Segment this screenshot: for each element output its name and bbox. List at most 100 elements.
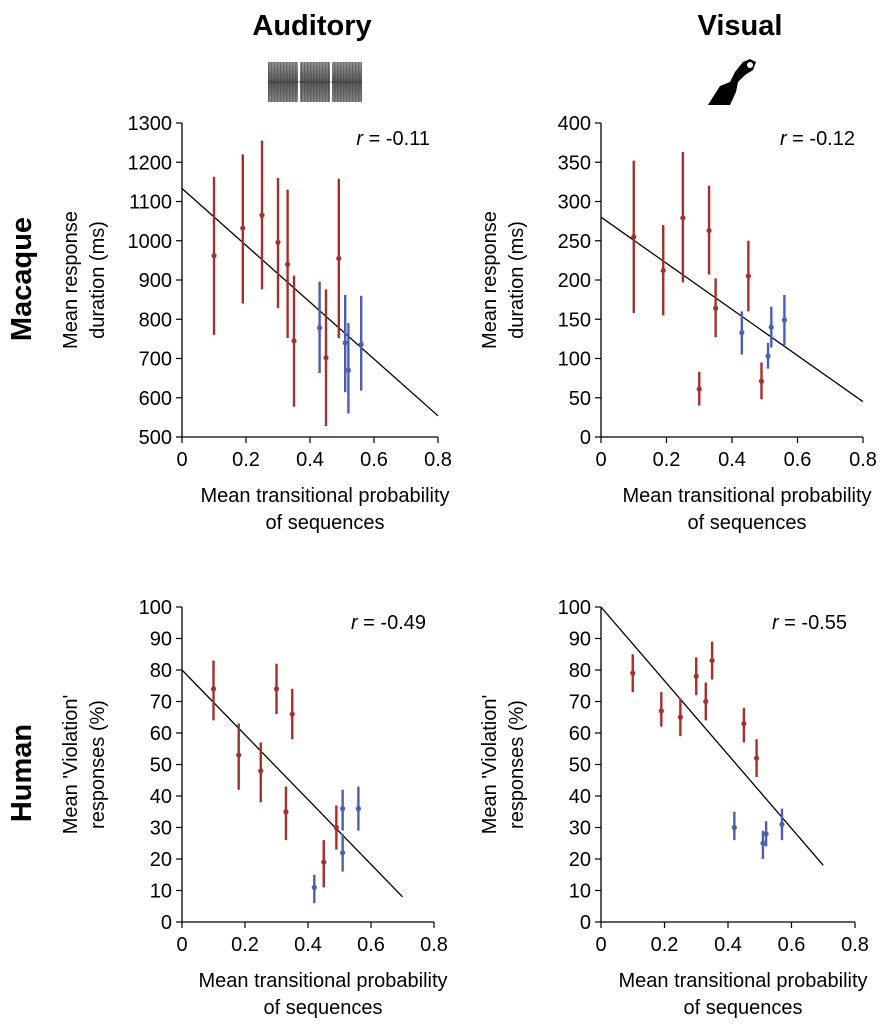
- data-point-red: [240, 225, 246, 231]
- y-axis-label: Mean 'Violation': [479, 695, 501, 835]
- data-point-blue: [340, 806, 346, 812]
- x-tick-label: 0.6: [360, 449, 388, 471]
- data-point-blue: [342, 340, 348, 346]
- y-tick-label: 350: [558, 152, 591, 174]
- data-point-red: [236, 752, 242, 758]
- y-tick-label: 0: [580, 427, 591, 449]
- y-tick-label: 10: [569, 881, 591, 903]
- data-point-blue: [355, 806, 361, 812]
- data-point-red: [706, 227, 712, 234]
- data-point-red: [741, 720, 747, 727]
- y-tick-label: 30: [569, 818, 591, 840]
- y-axis-label: responses (%): [87, 700, 109, 829]
- chart-panel-macaque-auditory: 500 600 700 800 900 1000 1100 1200 1300 0 0.2 0.4 0.…: [60, 113, 452, 534]
- data-point-blue: [781, 317, 788, 323]
- y-tick-label: 40: [569, 786, 591, 808]
- x-tick-label: 0: [595, 934, 606, 956]
- x-tick-label: 0.4: [296, 449, 324, 471]
- y-tick-label: 400: [558, 113, 591, 135]
- x-tick-label: 0.4: [714, 934, 742, 956]
- x-tick-label: 0.2: [231, 934, 259, 956]
- data-point-red: [753, 755, 760, 761]
- x-tick-label: 0.6: [784, 449, 812, 471]
- y-tick-label: 70: [569, 692, 591, 714]
- correlation-annotation: r = -0.12: [780, 128, 855, 150]
- y-tick-label: 1200: [128, 152, 173, 174]
- y-axis-label: Mean response: [479, 211, 501, 349]
- data-point-red: [321, 859, 327, 865]
- y-tick-label: 100: [139, 597, 172, 619]
- y-axis-label: duration (ms): [87, 221, 109, 339]
- x-tick-label: 0.2: [232, 449, 260, 471]
- data-point-red: [258, 768, 264, 774]
- y-tick-label: 600: [139, 388, 172, 410]
- x-tick-label: 0.8: [424, 449, 452, 471]
- data-point-red: [745, 273, 751, 279]
- x-tick-label: 0.4: [294, 934, 322, 956]
- x-tick-label: 0.6: [357, 934, 385, 956]
- data-point-blue: [317, 325, 323, 331]
- y-tick-label: 90: [150, 629, 172, 651]
- y-axis-label: duration (ms): [506, 221, 528, 339]
- x-axis-label: of sequences: [264, 997, 383, 1019]
- y-tick-label: 500: [139, 427, 172, 449]
- x-axis-label: Mean transitional probability: [618, 970, 867, 992]
- x-axis-label: Mean transitional probability: [622, 485, 871, 507]
- correlation-annotation: r = -0.49: [351, 612, 426, 634]
- x-axis-label: Mean transitional probability: [198, 970, 447, 992]
- y-tick-label: 70: [150, 692, 172, 714]
- y-tick-label: 30: [150, 818, 172, 840]
- data-point-red: [336, 255, 342, 262]
- data-point-blue: [779, 821, 785, 827]
- data-point-blue: [760, 840, 766, 846]
- data-point-red: [660, 267, 666, 274]
- y-tick-label: 200: [558, 270, 591, 292]
- y-tick-label: 0: [161, 912, 172, 934]
- chart-panel-macaque-visual: 0 50 100 150 200 250 300 350 400 0 0.2 0.4 0.6 0.8 Mea…: [479, 113, 877, 534]
- data-point-blue: [768, 324, 774, 330]
- correlation-annotation: r = -0.55: [772, 612, 847, 634]
- x-axis-label: of sequences: [684, 997, 803, 1019]
- data-point-red: [210, 686, 217, 692]
- y-tick-label: 50: [569, 755, 591, 777]
- x-tick-label: 0.2: [651, 934, 679, 956]
- y-tick-label: 50: [150, 755, 172, 777]
- data-point-red: [631, 234, 637, 240]
- data-point-red: [658, 708, 664, 714]
- x-tick-label: 0.6: [778, 934, 806, 956]
- correlation-annotation: r = -0.11: [356, 128, 430, 150]
- x-axis-label: Mean transitional probability: [200, 485, 449, 507]
- data-point-red: [693, 673, 699, 679]
- regression-line: [600, 606, 824, 866]
- y-tick-label: 250: [558, 231, 591, 253]
- y-tick-label: 1100: [129, 192, 172, 214]
- y-tick-label: 60: [150, 723, 172, 745]
- regression-line: [181, 188, 439, 417]
- y-tick-label: 800: [139, 309, 172, 331]
- data-point-blue: [765, 353, 771, 359]
- x-tick-label: 0.8: [841, 934, 869, 956]
- x-tick-label: 0.8: [420, 934, 448, 956]
- y-tick-label: 0: [580, 912, 591, 934]
- chart-panel-human-auditory: 0 10 20 30 40 50 60 70 80 90 100 0 0.2 0.4 0.6 0.8 Mean …: [60, 597, 448, 1019]
- y-tick-label: 300: [558, 192, 591, 214]
- y-tick-label: 700: [139, 349, 172, 371]
- y-tick-label: 100: [558, 349, 591, 371]
- x-tick-label: 0.2: [653, 449, 681, 471]
- y-tick-label: 10: [150, 881, 172, 903]
- data-point-blue: [311, 884, 317, 890]
- x-tick-label: 0.4: [718, 449, 746, 471]
- y-tick-label: 20: [569, 849, 591, 871]
- x-axis-label: of sequences: [266, 512, 385, 534]
- y-tick-label: 150: [558, 309, 591, 331]
- data-point-blue: [731, 824, 737, 831]
- y-tick-label: 1000: [128, 231, 173, 253]
- data-point-red: [703, 698, 709, 705]
- y-axis-label: responses (%): [506, 700, 528, 829]
- y-tick-label: 80: [569, 660, 591, 682]
- y-axis-label: Mean 'Violation': [60, 695, 82, 835]
- y-tick-label: 20: [150, 849, 172, 871]
- data-point-red: [259, 212, 265, 218]
- x-tick-label: 0.8: [849, 449, 877, 471]
